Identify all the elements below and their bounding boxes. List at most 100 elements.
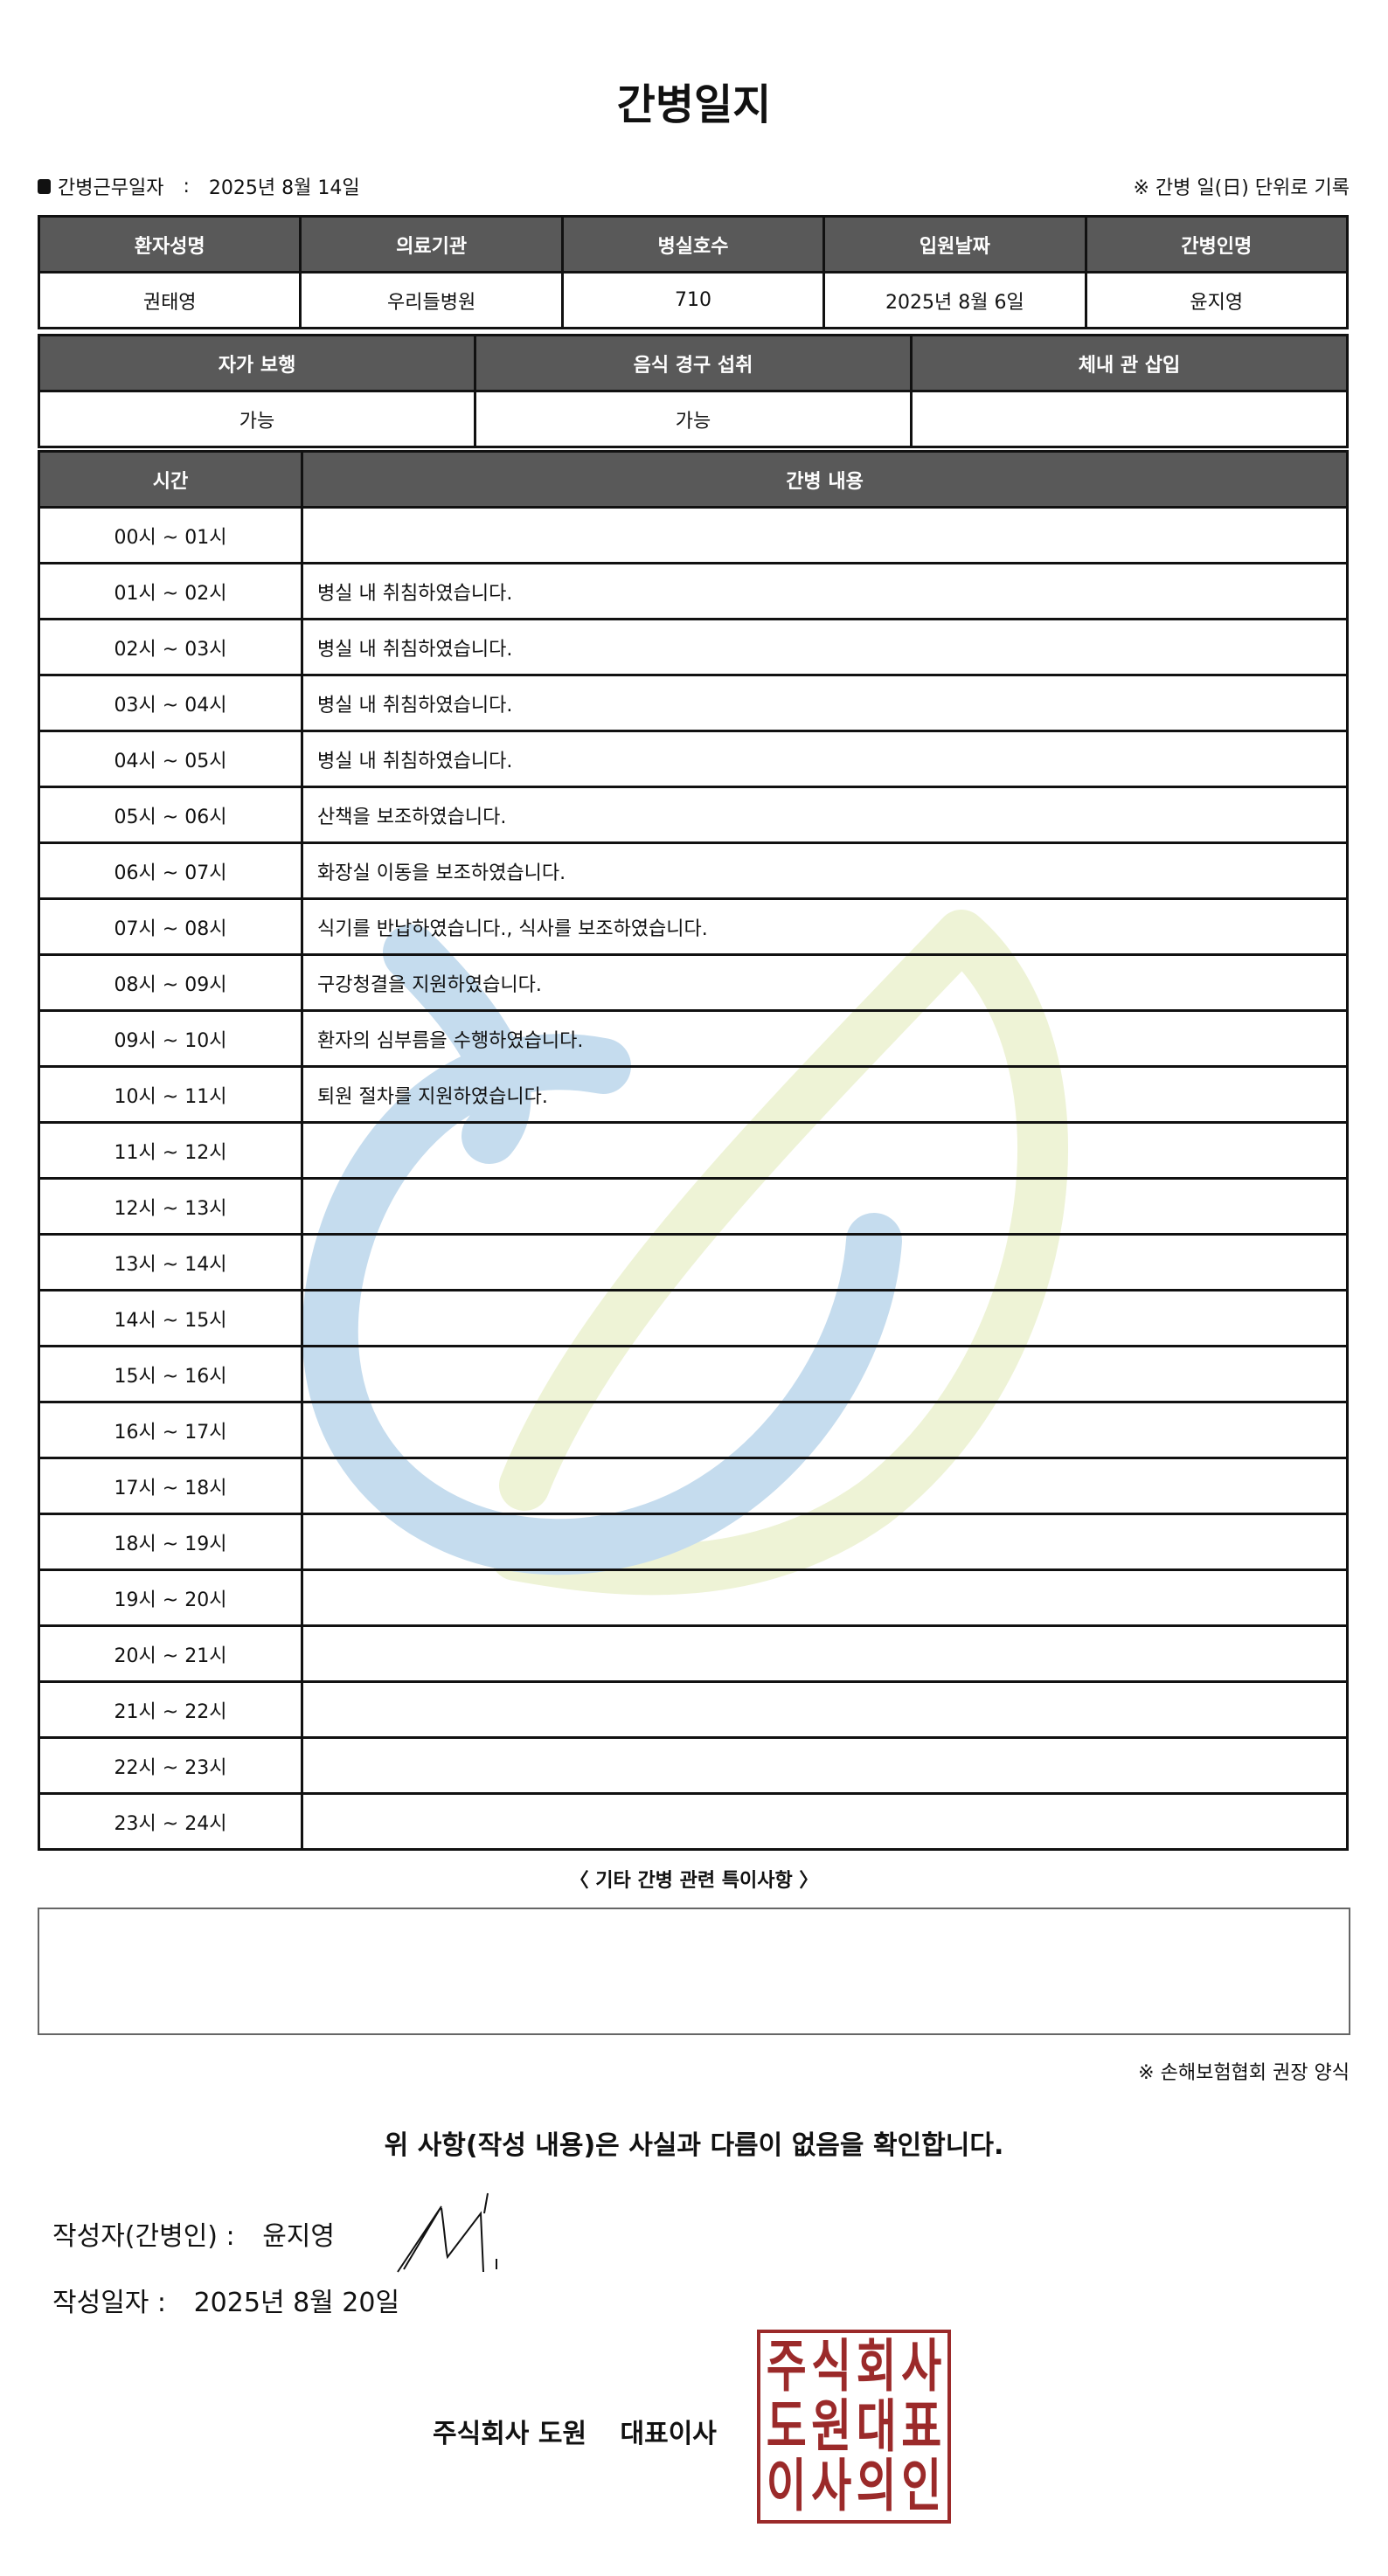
table-row: 10시 ~ 11시 퇴원 절차를 지원하였습니다.	[38, 1065, 1349, 1124]
content-cell	[301, 1513, 1349, 1571]
signature	[397, 2192, 497, 2273]
table-row: 02시 ~ 03시 병실 내 취침하였습니다.	[38, 618, 1349, 676]
table-row: 16시 ~ 17시	[38, 1401, 1349, 1459]
caregiver-name: 윤지영	[1084, 271, 1350, 329]
table-row: 07시 ~ 08시 식기를 반납하였습니다., 식사를 보조하였습니다.	[38, 897, 1349, 956]
content-cell	[301, 1792, 1349, 1851]
table-row: 01시 ~ 02시 병실 내 취침하였습니다.	[38, 562, 1349, 620]
notes-box	[38, 1908, 1350, 2035]
patient-status-table: 자가 보행 음식 경구 섭취 체내 관 삽입 가능 가능	[38, 334, 1349, 448]
stamp-glyph: 주	[766, 2333, 807, 2400]
record-note: ※ 간병 일(日) 단위로 기록	[1133, 177, 1350, 199]
table-row: 19시 ~ 20시	[38, 1568, 1349, 1627]
write-date-line: 작성일자 : 2025년 8월 20일	[52, 2281, 399, 2319]
table-row: 05시 ~ 06시 산책을 보조하였습니다.	[38, 786, 1349, 844]
time-cell: 13시 ~ 14시	[38, 1233, 303, 1291]
content-cell: 퇴원 절차를 지원하였습니다.	[301, 1065, 1349, 1124]
table-row: 23시 ~ 24시	[38, 1792, 1349, 1851]
room-number: 710	[560, 271, 826, 329]
stamp-glyph: 도	[766, 2393, 807, 2460]
company-name: 주식회사 도원	[433, 2419, 587, 2449]
table-row: 04시 ~ 05시 병실 내 취침하였습니다.	[38, 730, 1349, 788]
time-cell: 14시 ~ 15시	[38, 1289, 303, 1347]
time-cell: 09시 ~ 10시	[38, 1009, 303, 1068]
duty-date: 간병근무일자 : 2025년 8월 14일	[38, 172, 360, 200]
confirmation-statement: 위 사항(작성 내용)은 사실과 다름이 없음을 확인합니다.	[384, 2130, 1004, 2161]
content-cell	[301, 1568, 1349, 1627]
table-row: 13시 ~ 14시	[38, 1233, 1349, 1291]
duty-date-value: 2025년 8월 14일	[208, 177, 360, 199]
time-cell: 08시 ~ 09시	[38, 953, 303, 1012]
time-cell: 11시 ~ 12시	[38, 1121, 303, 1180]
content-cell	[301, 1289, 1349, 1347]
content-cell	[301, 1177, 1349, 1236]
content-cell: 산책을 보조하였습니다.	[301, 786, 1349, 844]
stamp-glyph: 회	[856, 2333, 897, 2400]
header-cell: 환자성명	[37, 215, 302, 274]
ceo-label: 대표이사	[620, 2419, 717, 2449]
table-row: 21시 ~ 22시	[38, 1680, 1349, 1739]
hospital: 우리들병원	[299, 271, 564, 329]
stamp-glyph: 사	[901, 2333, 942, 2400]
table-row: 06시 ~ 07시 화장실 이동을 보조하였습니다.	[38, 841, 1349, 900]
write-date-value: 2025년 8월 20일	[193, 2288, 400, 2318]
content-cell: 구강청결을 지원하였습니다.	[301, 953, 1349, 1012]
duty-date-label: 간병근무일자	[58, 177, 164, 199]
writer-name: 윤지영	[262, 2221, 336, 2252]
time-cell: 07시 ~ 08시	[38, 897, 303, 956]
care-log-table: 시간 간병 내용 00시 ~ 01시 01시 ~ 02시 병실 내 취침하였습니다. 0…	[38, 450, 1349, 1851]
time-cell: 20시 ~ 21시	[38, 1624, 303, 1683]
table-row: 14시 ~ 15시	[38, 1289, 1349, 1347]
content-cell	[301, 1345, 1349, 1403]
content-cell	[301, 1457, 1349, 1515]
content-cell: 병실 내 취침하였습니다.	[301, 674, 1349, 732]
time-cell: 21시 ~ 22시	[38, 1680, 303, 1739]
stamp-glyph: 이	[766, 2453, 807, 2520]
time-cell: 12시 ~ 13시	[38, 1177, 303, 1236]
table-row: 12시 ~ 13시	[38, 1177, 1349, 1236]
writer-label: 작성자(간병인) :	[52, 2221, 235, 2252]
admission-date: 2025년 8월 6일	[822, 271, 1087, 329]
stamp-glyph: 원	[811, 2393, 852, 2460]
time-cell: 19시 ~ 20시	[38, 1568, 303, 1627]
content-cell	[301, 1121, 1349, 1180]
header-cell: 체내 관 삽입	[910, 334, 1349, 392]
time-cell: 02시 ~ 03시	[38, 618, 303, 676]
content-cell	[301, 506, 1349, 564]
table-row: 15시 ~ 16시	[38, 1345, 1349, 1403]
content-cell	[301, 1624, 1349, 1683]
time-cell: 05시 ~ 06시	[38, 786, 303, 844]
header-cell: 자가 보행	[38, 334, 476, 392]
time-cell: 03시 ~ 04시	[38, 674, 303, 732]
time-cell: 18시 ~ 19시	[38, 1513, 303, 1571]
duty-date-sep: :	[183, 175, 190, 197]
stamp-glyph: 표	[901, 2393, 942, 2460]
table-row: 20시 ~ 21시	[38, 1624, 1349, 1683]
header-cell: 간병인명	[1084, 215, 1350, 274]
walking-status: 가능	[38, 390, 476, 448]
table-row: 18시 ~ 19시	[38, 1513, 1349, 1571]
table-row: 17시 ~ 18시	[38, 1457, 1349, 1515]
header-cell: 병실호수	[560, 215, 826, 274]
content-cell	[301, 1736, 1349, 1795]
content-cell: 병실 내 취침하였습니다.	[301, 618, 1349, 676]
time-cell: 23시 ~ 24시	[38, 1792, 303, 1851]
stamp-glyph: 의	[856, 2453, 897, 2520]
content-cell: 환자의 심부름을 수행하였습니다.	[301, 1009, 1349, 1068]
time-cell: 16시 ~ 17시	[38, 1401, 303, 1459]
time-cell: 10시 ~ 11시	[38, 1065, 303, 1124]
table-row: 03시 ~ 04시 병실 내 취침하였습니다.	[38, 674, 1349, 732]
header-cell: 입원날짜	[822, 215, 1087, 274]
company-line: 주식회사 도원 대표이사	[433, 2412, 717, 2450]
header-time: 시간	[38, 450, 303, 509]
writer-line: 작성자(간병인) : 윤지영	[52, 2214, 335, 2253]
stamp-glyph: 대	[856, 2393, 897, 2460]
content-cell	[301, 1233, 1349, 1291]
content-cell	[301, 1680, 1349, 1739]
time-cell: 00시 ~ 01시	[38, 506, 303, 564]
patient-info-table: 환자성명 의료기관 병실호수 입원날짜 간병인명 권태영 우리들병원 710 2025년 8월…	[37, 215, 1350, 329]
stamp-glyph: 사	[811, 2453, 852, 2520]
content-cell: 병실 내 취침하였습니다.	[301, 730, 1349, 788]
time-cell: 17시 ~ 18시	[38, 1457, 303, 1515]
